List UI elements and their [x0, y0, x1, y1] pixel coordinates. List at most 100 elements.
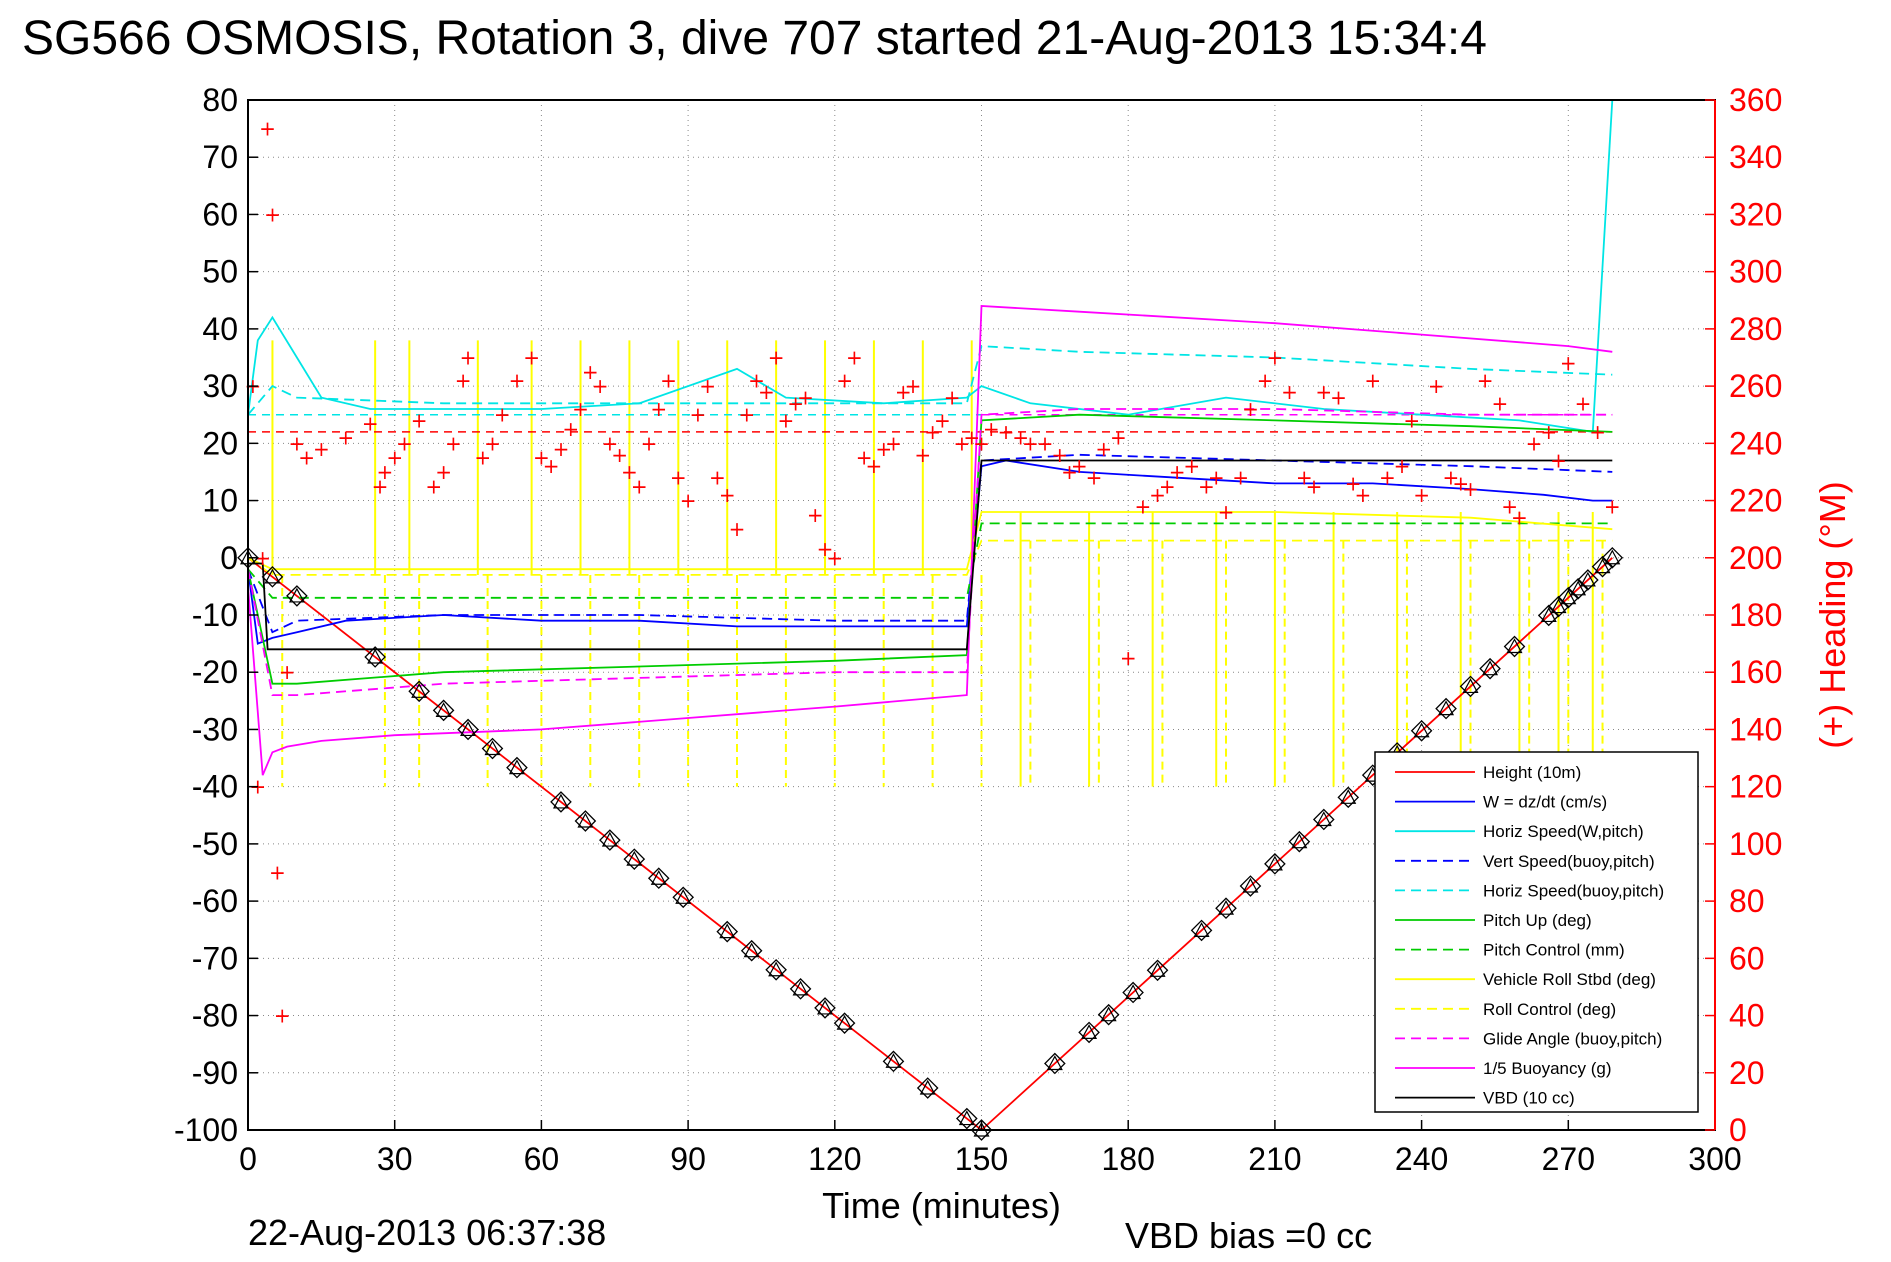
heading-marker: + — [1345, 471, 1362, 495]
vbd-marker — [481, 737, 504, 760]
vbd-marker — [1537, 604, 1560, 627]
heading-marker: + — [846, 346, 863, 370]
y-tick-label: -70 — [192, 940, 238, 976]
heading-marker: + — [1511, 506, 1528, 530]
y-right-tick-label: 140 — [1729, 711, 1782, 747]
heading-marker: + — [425, 474, 442, 498]
heading-marker: + — [611, 443, 628, 467]
heading-markers: + + + + + + + + + + + + + + + + + + + + + + + + + + + + + + + + + + + + + + + +… — [245, 117, 1621, 1028]
series-line — [247, 345, 1613, 416]
vbd-marker — [1266, 855, 1283, 871]
heading-marker: + — [601, 431, 618, 455]
vbd-marker — [1550, 598, 1567, 614]
heading-marker: + — [592, 374, 609, 398]
heading-marker: + — [641, 431, 658, 455]
y-right-tick-label: 260 — [1729, 368, 1782, 404]
heading-marker: + — [411, 408, 428, 432]
heading-marker: + — [1560, 351, 1577, 375]
heading-marker: + — [650, 397, 667, 421]
heading-marker: + — [1413, 483, 1430, 507]
heading-marker: + — [435, 460, 452, 484]
vbd-marker — [768, 961, 785, 977]
vbd-marker — [484, 740, 501, 756]
heading-marker: + — [269, 861, 286, 885]
heading-marker: + — [660, 368, 677, 392]
vbd-marker — [1190, 919, 1213, 942]
y-tick-label: -10 — [192, 597, 238, 633]
heading-marker: + — [460, 346, 477, 370]
vbd-marker — [574, 810, 597, 832]
heading-marker: + — [1589, 420, 1606, 444]
heading-marker: + — [1281, 380, 1298, 404]
vbd-marker — [814, 997, 836, 1019]
heading-marker: + — [836, 368, 853, 392]
vbd-marker — [599, 829, 621, 851]
heading-marker: + — [494, 403, 511, 427]
heading-marker: + — [1198, 474, 1215, 498]
series-line — [247, 539, 1613, 576]
vbd-markers — [237, 546, 1624, 1141]
heading-marker: + — [1159, 474, 1176, 498]
heading-marker: + — [797, 386, 814, 410]
legend-label: Pitch Control (mm) — [1483, 941, 1625, 960]
heading-marker: + — [670, 466, 687, 490]
heading-marker: + — [875, 437, 892, 461]
heading-marker: + — [1051, 443, 1068, 467]
series-line — [247, 459, 1613, 645]
heading-marker: + — [264, 202, 281, 226]
heading-marker: + — [337, 426, 354, 450]
heading-marker: + — [1095, 437, 1112, 461]
heading-marker: + — [954, 431, 971, 455]
x-tick-label: 300 — [1688, 1141, 1741, 1177]
heading-marker: + — [1134, 494, 1151, 518]
heading-marker: + — [1169, 460, 1186, 484]
series-line — [247, 99, 1614, 433]
x-tick-label: 0 — [239, 1141, 257, 1177]
heading-marker: + — [377, 460, 394, 484]
heading-marker: + — [1491, 391, 1508, 415]
vbd-bias: VBD bias =0 cc — [1125, 1215, 1372, 1256]
heading-marker: + — [1379, 466, 1396, 490]
heading-marker: + — [817, 537, 834, 561]
heading-marker: + — [1257, 368, 1274, 392]
vbd-marker — [882, 1050, 905, 1073]
legend-label: 1/5 Buoyancy (g) — [1483, 1059, 1612, 1078]
vbd-marker — [1122, 981, 1144, 1004]
vbd-marker — [550, 791, 572, 813]
vbd-marker — [1577, 569, 1599, 591]
legend-label: VBD (10 cc) — [1483, 1089, 1575, 1108]
heading-marker: + — [1306, 474, 1323, 498]
vbd-marker — [601, 831, 618, 847]
y-right-tick-label: 160 — [1729, 654, 1782, 690]
heading-marker: + — [973, 431, 990, 455]
heading-marker: + — [983, 417, 1000, 441]
heading-marker: + — [963, 426, 980, 450]
vbd-marker — [1337, 786, 1360, 809]
heading-marker: + — [856, 446, 873, 470]
vbd-marker — [435, 702, 452, 717]
heading-marker: + — [1208, 466, 1225, 490]
heading-marker: + — [582, 360, 599, 384]
vbd-marker — [577, 812, 594, 828]
y-right-tick-label: 80 — [1729, 883, 1765, 919]
heading-marker: + — [1550, 449, 1567, 473]
heading-marker: + — [1604, 494, 1621, 518]
series-line — [247, 453, 1613, 634]
vbd-marker — [623, 848, 646, 870]
heading-marker: + — [523, 346, 540, 370]
legend-label: Horiz Speed(buoy,pitch) — [1483, 881, 1664, 900]
heading-marker: + — [1110, 426, 1127, 450]
heading-marker: + — [274, 1004, 291, 1028]
heading-marker: + — [1242, 397, 1259, 421]
heading-marker: + — [631, 474, 648, 498]
axis-ticks: 0 30 60 90 120 150 180 210 240 270 300807060504030… — [174, 82, 1782, 1177]
heading-marker: + — [778, 408, 795, 432]
vbd-marker — [1506, 638, 1523, 654]
heading-marker: + — [998, 420, 1015, 444]
x-tick-label: 90 — [670, 1141, 706, 1177]
vbd-marker — [1146, 959, 1169, 982]
legend-box — [1374, 751, 1699, 1113]
heading-marker: + — [1232, 466, 1249, 490]
vbd-marker — [1567, 578, 1589, 600]
